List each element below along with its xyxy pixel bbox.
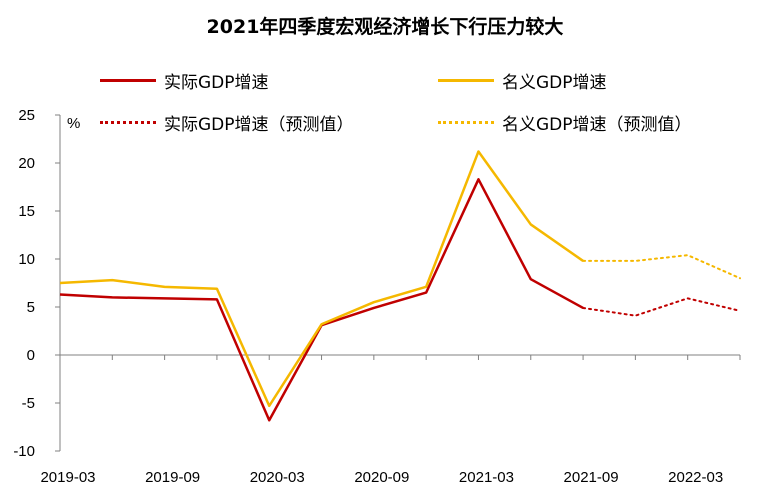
legend-item-nominal-gdp: 名义GDP增速 — [438, 69, 607, 93]
x-tick-label: 2019-09 — [145, 469, 200, 486]
legend-swatch-nominal-gdp — [438, 78, 494, 82]
y-tick-label: 15 — [18, 203, 35, 220]
legend-swatch-real-gdp — [100, 78, 156, 82]
x-tick-label: 2022-03 — [668, 469, 723, 486]
legend-label-nominal-gdp: 名义GDP增速 — [502, 72, 607, 93]
legend-swatch-nominal-gdp-forecast — [438, 120, 494, 124]
series-0-line — [59, 178, 584, 422]
x-tick-label: 2021-03 — [459, 469, 514, 486]
y-tick-label: 10 — [18, 251, 35, 268]
x-tick-label: 2021-09 — [564, 469, 619, 486]
legend-label-real-gdp-forecast: 实际GDP增速（预测值） — [164, 114, 354, 135]
y-tick-label: 20 — [18, 155, 35, 172]
series-3-forecast-line — [582, 254, 741, 280]
y-axis-unit-label: % — [67, 115, 80, 132]
chart-title: 2021年四季度宏观经济增长下行压力较大 — [206, 16, 564, 38]
series-2-forecast-line — [582, 297, 741, 317]
y-tick-label: 25 — [18, 107, 35, 124]
y-tick-label: 0 — [27, 347, 35, 364]
y-tick-label: -5 — [22, 395, 35, 412]
legend-swatch-real-gdp-forecast — [100, 120, 156, 124]
legend-label-real-gdp: 实际GDP增速 — [164, 72, 269, 93]
y-tick-label: 5 — [27, 299, 35, 316]
x-tick-label: 2019-03 — [40, 469, 95, 486]
legend-item-real-gdp: 实际GDP增速 — [100, 69, 269, 93]
x-tick-label: 2020-09 — [354, 469, 409, 486]
series-1-line — [59, 150, 584, 408]
legend-label-nominal-gdp-forecast: 名义GDP增速（预测值） — [502, 114, 692, 135]
legend-item-real-gdp-forecast: 实际GDP增速（预测值） — [100, 111, 354, 135]
y-tick-label: -10 — [13, 443, 35, 460]
x-tick-label: 2020-03 — [250, 469, 305, 486]
legend-item-nominal-gdp-forecast: 名义GDP增速（预测值） — [438, 111, 692, 135]
